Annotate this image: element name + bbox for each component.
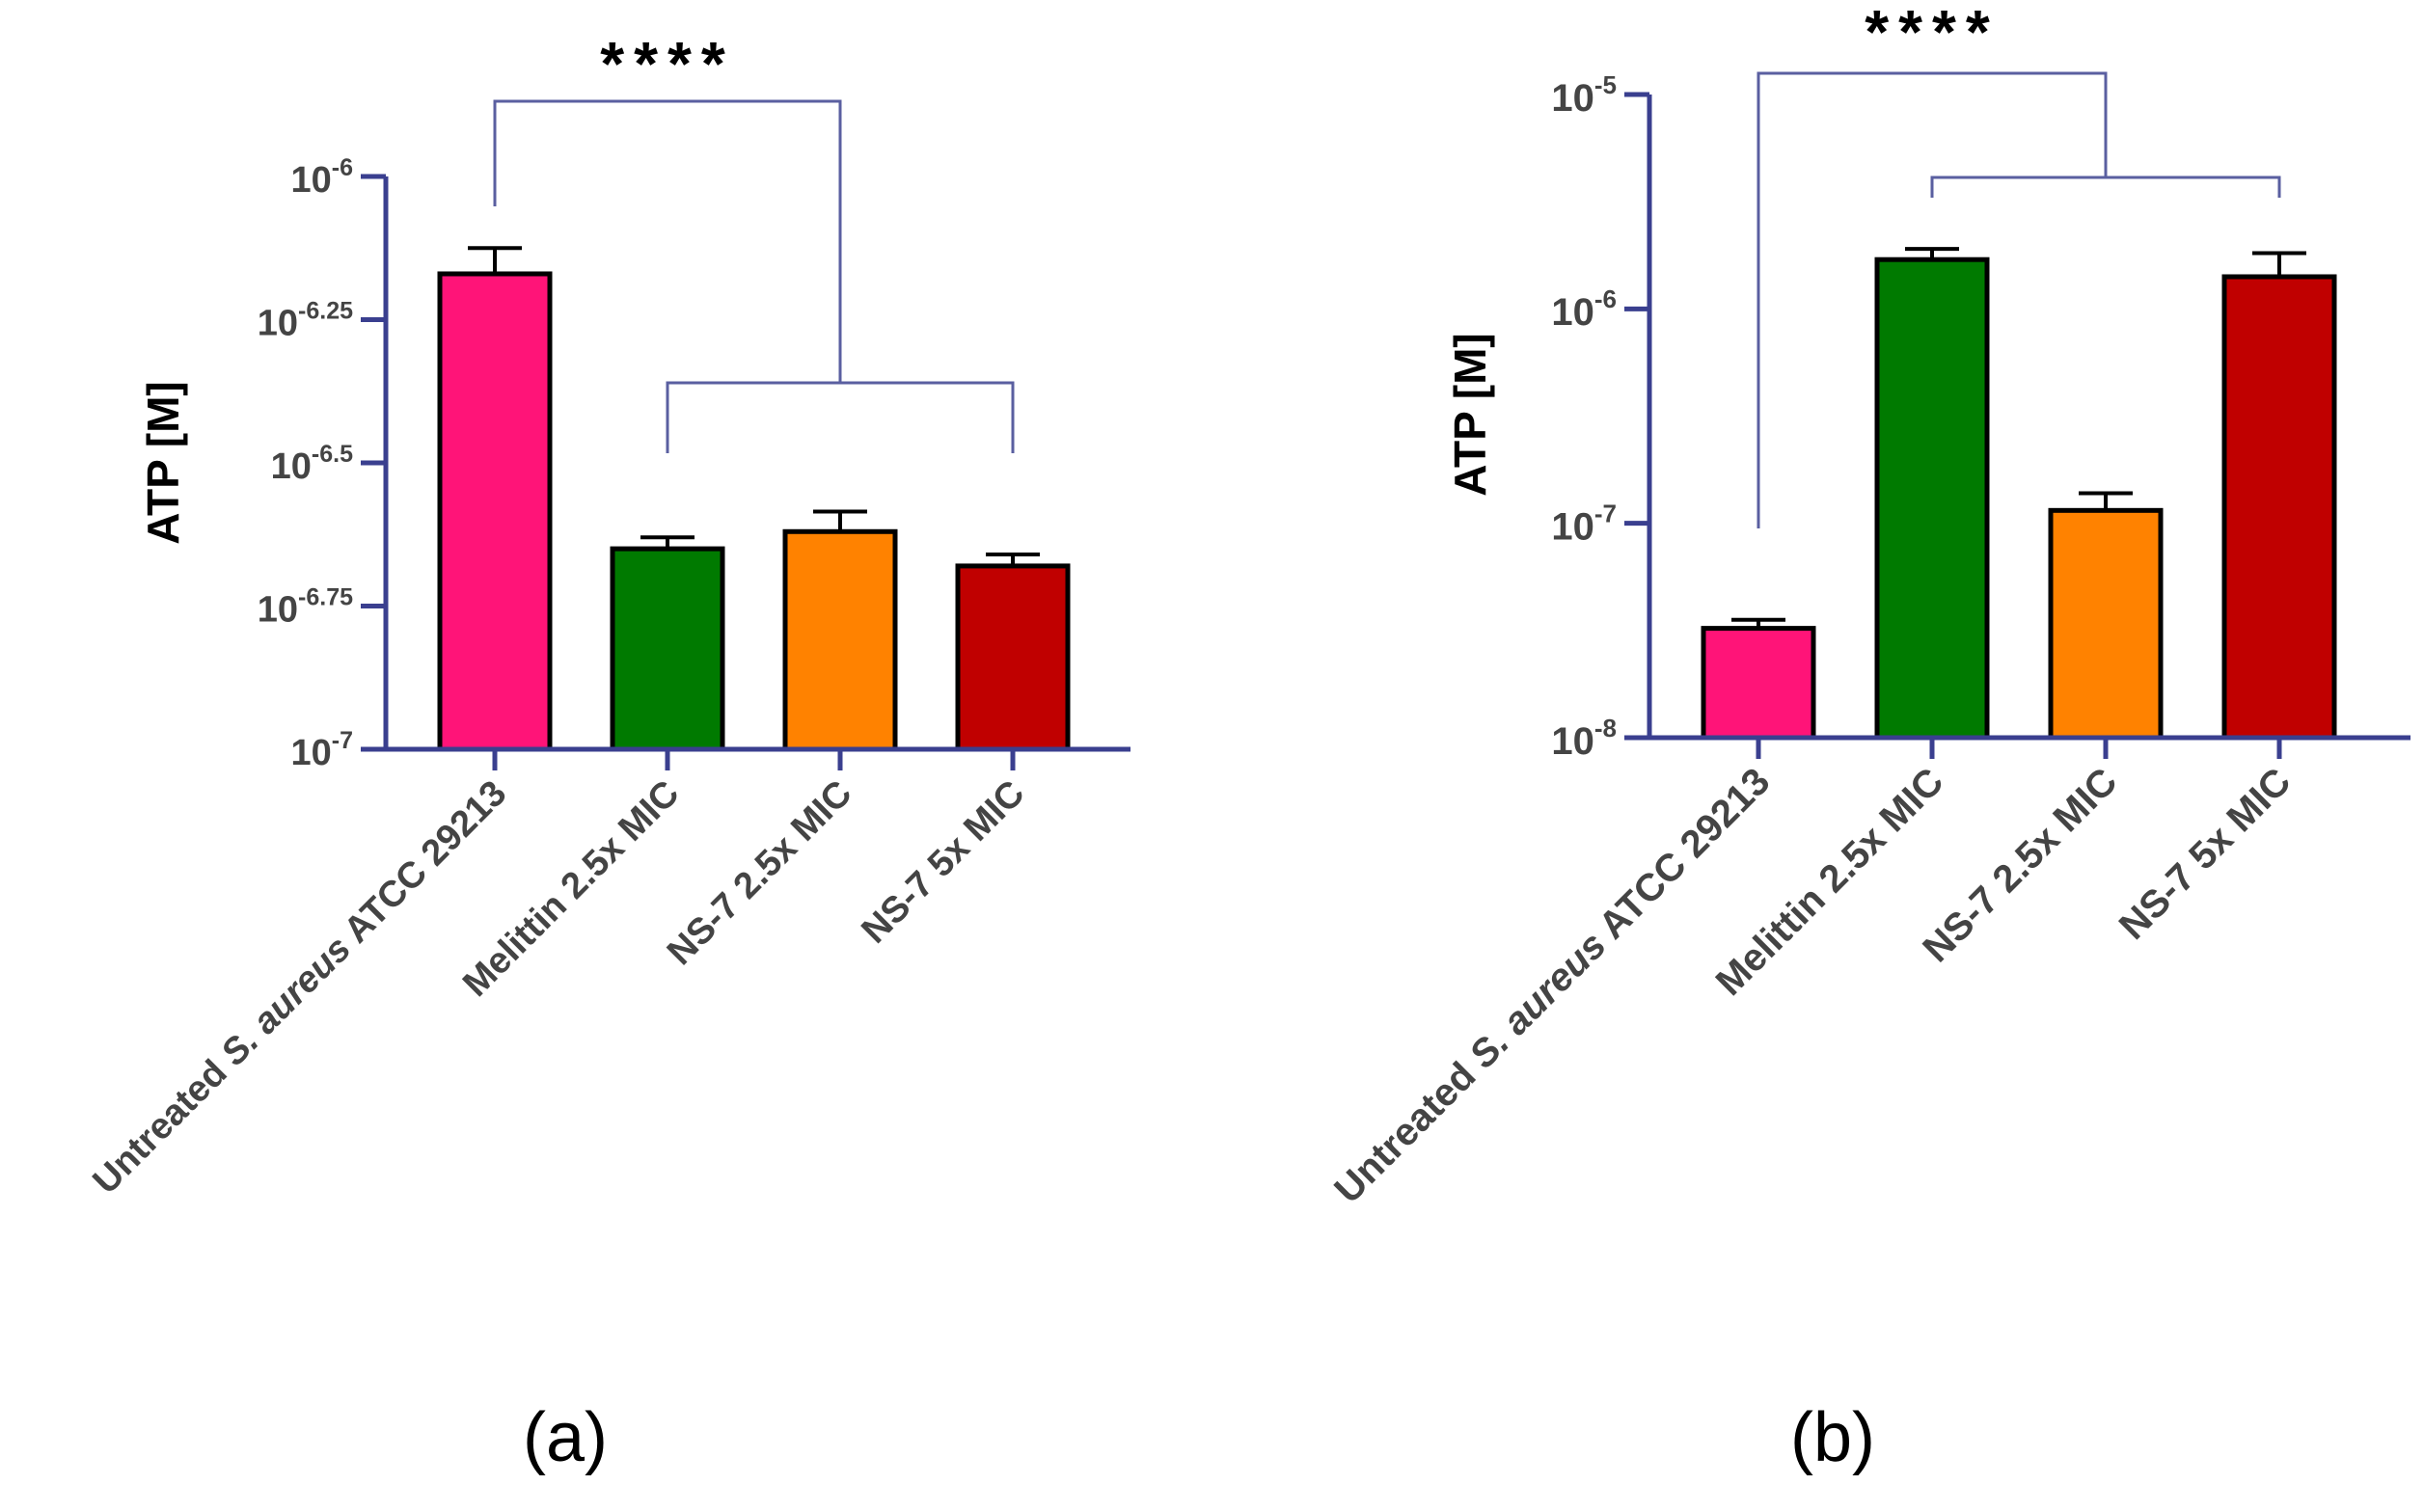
bar — [782, 528, 898, 752]
y-axis-title: ATP [M] — [138, 381, 188, 545]
y-tick-label: 10-6.5 — [271, 441, 353, 487]
bar — [1874, 256, 1990, 741]
significance-bracket — [1757, 71, 2108, 528]
bar — [1701, 626, 1816, 741]
y-tick-label: 10-6.75 — [258, 583, 353, 630]
significance-label: **** — [1865, 0, 2000, 67]
panel-b-label: (b) — [1790, 1399, 1875, 1476]
y-tick-label: 10-7 — [290, 727, 353, 773]
x-category-label: NS-7 5x MIC — [2111, 760, 2300, 948]
y-axis-title: ATP [M] — [1445, 333, 1495, 497]
y-tick-label: 10-6 — [1551, 284, 1617, 334]
x-category-label: NS-7 2.5x MIC — [660, 773, 859, 973]
significance-group-bracket — [666, 381, 1015, 453]
y-tick-label: 10-7 — [1551, 499, 1617, 548]
bar — [610, 546, 725, 752]
x-category-label: NS-7 5x MIC — [854, 773, 1032, 952]
bar — [2048, 507, 2164, 741]
bar — [2221, 274, 2337, 741]
y-tick-label: 10-8 — [1551, 714, 1617, 763]
y-tick-label: 10-6 — [290, 154, 353, 201]
bar — [955, 563, 1071, 752]
significance-bracket — [493, 99, 842, 383]
panel-a-label: (a) — [523, 1399, 608, 1476]
x-category-label: Untreated S. aureus ATCC 29213 — [1326, 760, 1778, 1211]
significance-group-bracket — [1930, 176, 2281, 198]
x-category-label: Untreated S. aureus ATCC 29213 — [86, 773, 515, 1202]
y-tick-label: 10-6.25 — [258, 297, 353, 343]
bar — [437, 271, 553, 752]
significance-label: **** — [600, 29, 735, 98]
y-tick-label: 10-5 — [1551, 70, 1617, 120]
